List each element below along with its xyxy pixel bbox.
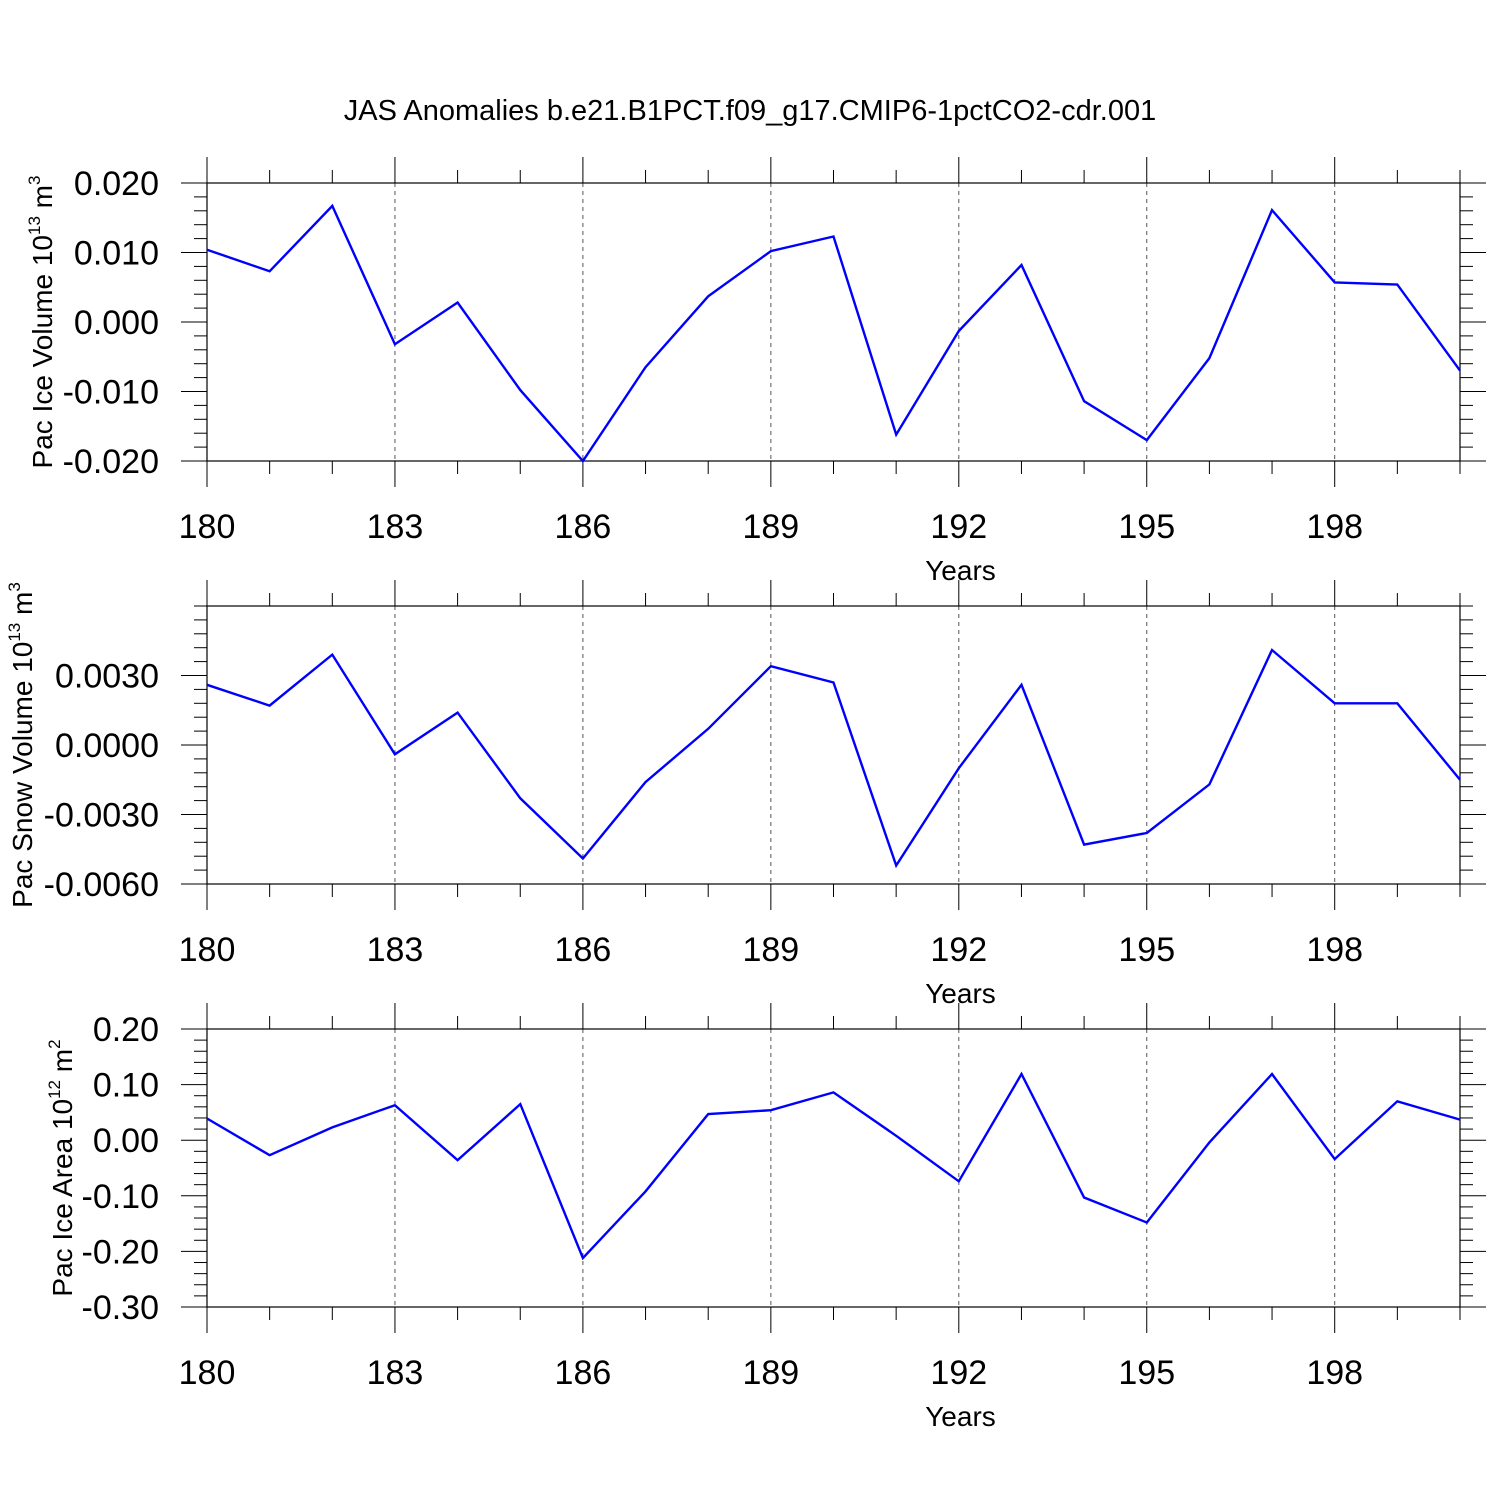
y-tick-label: 0.0030 [55, 658, 159, 696]
x-tick-label: 186 [555, 931, 612, 969]
x-tick-label: 180 [179, 508, 236, 546]
x-tick-label: 189 [742, 508, 799, 546]
x-tick-label: 186 [555, 508, 612, 546]
y-tick-label: 0.10 [93, 1067, 159, 1105]
x-tick-label: 198 [1306, 508, 1363, 546]
y-tick-label: 0.0000 [55, 727, 159, 765]
x-tick-label: 195 [1118, 1354, 1175, 1392]
x-tick-label: 192 [930, 508, 987, 546]
x-tick-label: 195 [1118, 931, 1175, 969]
y-tick-label: -0.010 [63, 374, 159, 412]
x-tick-label: 183 [367, 931, 424, 969]
y-tick-label: -0.0030 [44, 797, 159, 835]
x-tick-label: 192 [930, 1354, 987, 1392]
series-line [206, 648, 1461, 869]
y-axis-label: Pac Ice Area 1012 m2 [45, 1039, 78, 1296]
series-line [206, 203, 1461, 463]
y-axis-label: Pac Ice Volume 1013 m3 [25, 176, 58, 469]
x-axis-label: Years [925, 555, 996, 586]
panel-3: -0.30 -0.20 -0.10 0.00 0.10 0.20 180 183 186 189 1… [45, 1003, 1486, 1432]
x-tick-label: 180 [179, 931, 236, 969]
y-tick-label: -0.0060 [44, 866, 159, 904]
x-tick-label: 180 [179, 1354, 236, 1392]
x-tick-label: 186 [555, 1354, 612, 1392]
y-tick-label: 0.00 [93, 1122, 159, 1160]
x-tick-label: 192 [930, 931, 987, 969]
chart-title: JAS Anomalies b.e21.B1PCT.f09_g17.CMIP6-… [344, 95, 1156, 127]
y-tick-label: -0.20 [82, 1233, 160, 1271]
x-tick-label: 183 [367, 508, 424, 546]
y-tick-label: 0.010 [74, 235, 159, 273]
y-tick-label: 0.20 [93, 1011, 159, 1049]
series-line [206, 1071, 1461, 1261]
y-tick-label: 0.000 [74, 304, 159, 342]
x-tick-label: 195 [1118, 508, 1175, 546]
y-tick-label: -0.30 [82, 1289, 160, 1327]
x-tick-label: 183 [367, 1354, 424, 1392]
y-axis-label: Pac Snow Volume 1013 m3 [5, 582, 38, 908]
panel-2: -0.0060 -0.0030 0.0000 0.0030 180 183 186 189 19… [5, 580, 1486, 1009]
y-tick-label: -0.10 [82, 1178, 160, 1216]
x-tick-label: 189 [742, 931, 799, 969]
x-tick-label: 189 [742, 1354, 799, 1392]
x-tick-label: 198 [1306, 931, 1363, 969]
x-tick-label: 198 [1306, 1354, 1363, 1392]
y-tick-label: 0.020 [74, 165, 159, 203]
panel-1: -0.020 -0.010 0.000 0.010 0.020 180 183 186 189 1… [25, 157, 1486, 586]
x-axis-label: Years [925, 1401, 996, 1432]
y-tick-label: -0.020 [63, 443, 159, 481]
x-axis-label: Years [925, 978, 996, 1009]
